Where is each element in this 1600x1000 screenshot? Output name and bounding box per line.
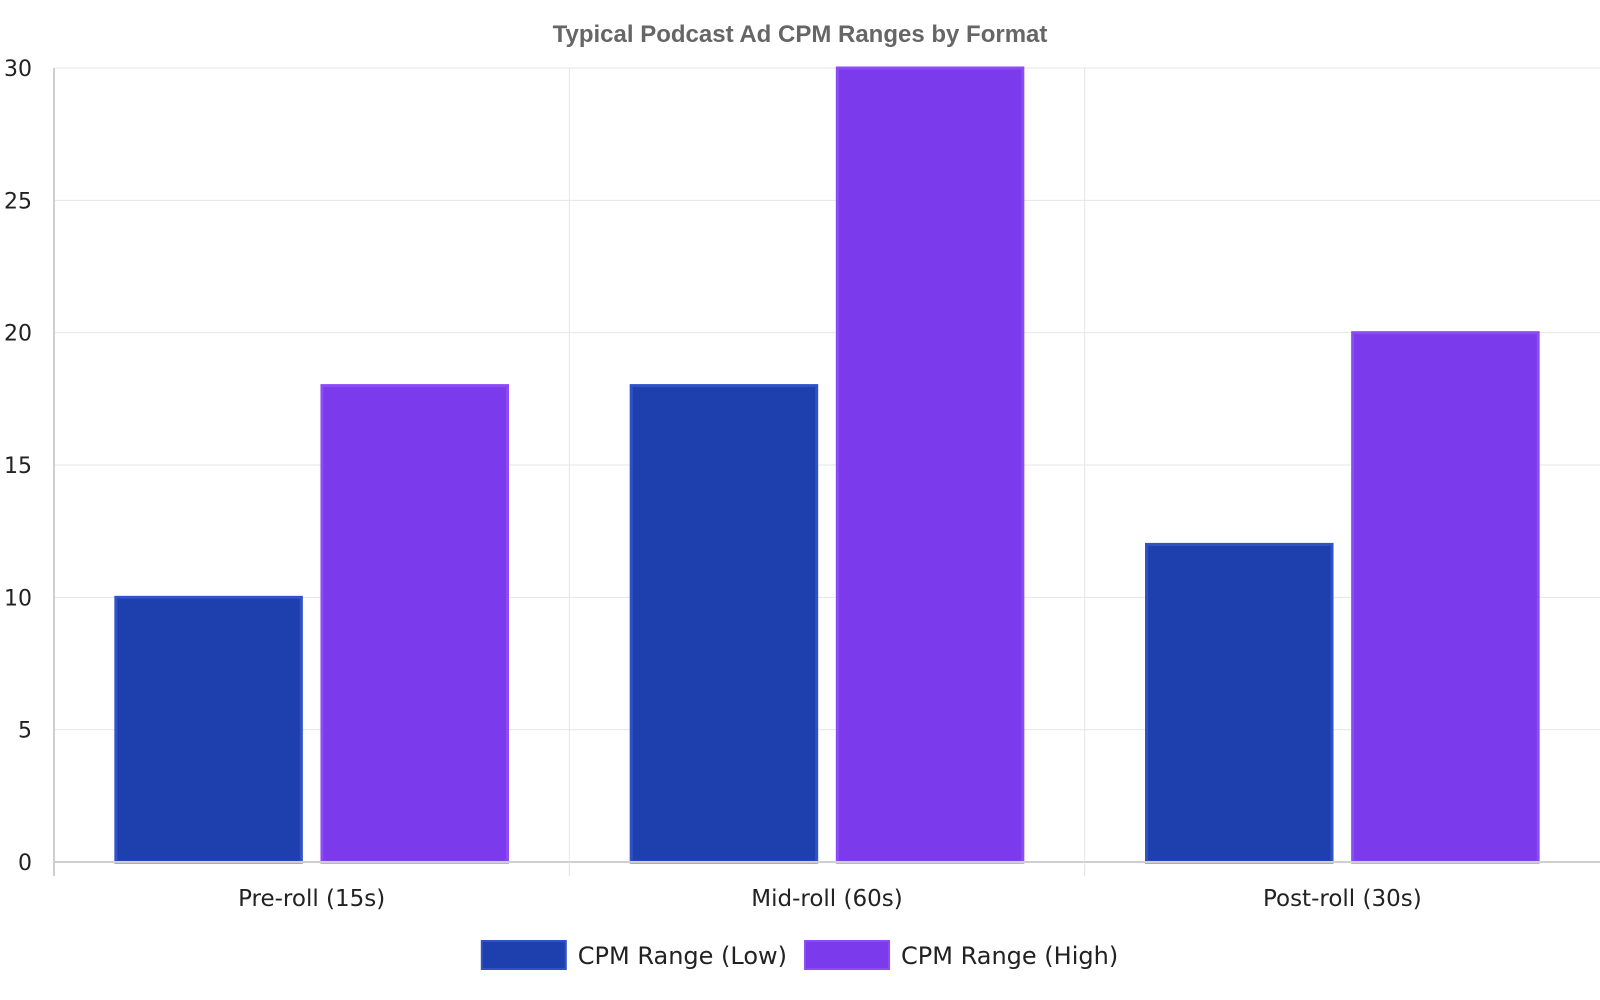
legend-label-low: CPM Range (Low) — [578, 942, 787, 970]
x-category-labels: Pre-roll (15s) Mid-roll (60s) Post-roll (3… — [238, 886, 1422, 912]
y-tick-label: 10 — [4, 586, 32, 611]
y-tick-labels: 0 5 10 15 20 25 30 — [4, 57, 32, 876]
bar-low-2[interactable] — [1145, 542, 1334, 864]
legend-swatch-high[interactable] — [804, 940, 891, 970]
y-tick-label: 15 — [4, 454, 32, 479]
legend-swatch-low[interactable] — [480, 940, 567, 970]
bar-low-1[interactable] — [629, 384, 819, 864]
axes — [53, 68, 1600, 876]
legend-label-high: CPM Range (High) — [901, 942, 1118, 970]
y-tick-label: 25 — [4, 189, 32, 214]
y-tick-label: 30 — [4, 57, 32, 82]
bar-low-0[interactable] — [114, 595, 303, 864]
chart-title: Typical Podcast Ad CPM Ranges by Format — [553, 21, 1048, 48]
bar-high-1[interactable] — [835, 66, 1025, 864]
x-category-label: Pre-roll (15s) — [238, 886, 385, 912]
x-category-label: Mid-roll (60s) — [751, 886, 902, 912]
y-tick-label: 0 — [18, 851, 32, 876]
bars — [114, 66, 1540, 864]
grid — [54, 67, 1600, 862]
bar-high-2[interactable] — [1351, 331, 1540, 864]
y-tick-label: 20 — [4, 322, 32, 347]
x-category-label: Post-roll (30s) — [1263, 886, 1422, 912]
legend: CPM Range (Low) CPM Range (High) — [480, 940, 1118, 970]
y-tick-label: 5 — [18, 719, 32, 744]
bar-high-0[interactable] — [320, 384, 509, 864]
